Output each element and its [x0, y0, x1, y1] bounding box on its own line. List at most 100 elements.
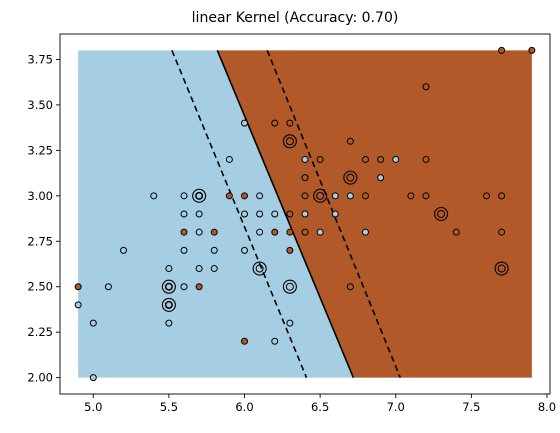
- data-point: [180, 210, 188, 218]
- decision-regions: [78, 50, 532, 378]
- data-point: [498, 228, 506, 236]
- support-vector-ring: [494, 261, 509, 276]
- margin-line-0: [171, 50, 308, 378]
- data-point: [498, 46, 506, 54]
- data-point: [74, 283, 82, 291]
- data-point: [452, 228, 460, 236]
- data-point: [422, 83, 430, 91]
- data-point: [316, 228, 324, 236]
- data-point: [241, 192, 249, 200]
- data-point: [210, 265, 218, 273]
- data-point: [104, 283, 112, 291]
- data-point: [256, 228, 264, 236]
- support-vector-point: [285, 137, 294, 146]
- data-point: [316, 155, 324, 163]
- data-point: [165, 265, 173, 273]
- decision-boundary-line: [216, 50, 355, 378]
- data-point: [241, 210, 249, 218]
- data-point: [210, 228, 218, 236]
- data-point: [165, 301, 173, 309]
- support-vector-point: [285, 282, 294, 291]
- data-point: [331, 210, 339, 218]
- data-point: [271, 228, 279, 236]
- y-tick-label: 3.00: [27, 189, 53, 203]
- data-point: [241, 119, 249, 127]
- data-point: [377, 155, 385, 163]
- data-point: [195, 265, 203, 273]
- support-vector-point: [346, 173, 355, 182]
- support-vector-ring: [252, 261, 267, 276]
- data-point: [271, 119, 279, 127]
- data-point: [286, 246, 294, 254]
- region-class-0: [78, 50, 354, 378]
- support-vector-point: [255, 264, 264, 273]
- y-tick-label: 3.75: [27, 52, 53, 66]
- y-tick-label: 2.00: [27, 371, 53, 385]
- data-point: [392, 155, 400, 163]
- support-vector-point: [316, 191, 325, 200]
- region-class-1: [217, 50, 532, 378]
- y-tick-label: 2.50: [27, 280, 53, 294]
- support-vector-ring: [282, 279, 297, 294]
- data-point: [195, 210, 203, 218]
- support-vector-ring: [343, 170, 358, 185]
- data-point: [180, 283, 188, 291]
- support-vector-ring: [282, 134, 297, 149]
- data-point: [180, 192, 188, 200]
- data-point: [180, 228, 188, 236]
- plot-frame: [59, 33, 551, 395]
- x-tick-label: 6.5: [311, 400, 329, 414]
- data-points: [74, 46, 536, 382]
- data-point: [361, 192, 369, 200]
- data-point: [361, 155, 369, 163]
- data-point: [301, 192, 309, 200]
- data-point: [346, 192, 354, 200]
- x-tick-label: 8.0: [538, 400, 556, 414]
- data-point: [256, 210, 264, 218]
- data-point: [422, 155, 430, 163]
- data-point: [301, 228, 309, 236]
- support-vector-point: [164, 282, 173, 291]
- x-tick-label: 5.5: [160, 400, 178, 414]
- data-point: [407, 192, 415, 200]
- data-point: [271, 210, 279, 218]
- data-point: [195, 192, 203, 200]
- y-axis: 2.00 2.25 2.50 2.75 3.00 3.25 3.50 3.75: [27, 52, 60, 385]
- data-point: [195, 283, 203, 291]
- y-tick-label: 3.50: [27, 98, 53, 112]
- data-point: [225, 192, 233, 200]
- data-point: [498, 192, 506, 200]
- data-point: [225, 155, 233, 163]
- data-point: [361, 228, 369, 236]
- data-point: [286, 228, 294, 236]
- support-vectors: [161, 134, 509, 312]
- chart-title: linear Kernel (Accuracy: 0.70): [192, 10, 399, 26]
- data-point: [301, 210, 309, 218]
- data-point: [271, 337, 279, 345]
- support-vector-ring: [161, 297, 176, 312]
- data-point: [331, 192, 339, 200]
- data-point: [301, 155, 309, 163]
- data-point: [286, 210, 294, 218]
- data-point: [286, 119, 294, 127]
- support-vector-ring: [161, 279, 176, 294]
- support-vector-ring: [434, 206, 449, 222]
- y-tick-label: 3.25: [27, 143, 53, 157]
- support-vector-ring: [313, 188, 328, 203]
- x-tick-label: 6.0: [235, 400, 253, 414]
- support-vector-point: [164, 300, 173, 309]
- data-point: [241, 337, 249, 345]
- data-point: [165, 283, 173, 291]
- data-point: [210, 246, 218, 254]
- x-tick-label: 5.0: [84, 400, 102, 414]
- data-point: [422, 192, 430, 200]
- y-tick-label: 2.25: [27, 325, 53, 339]
- data-point: [165, 319, 173, 327]
- margin-line-1: [266, 50, 402, 378]
- x-tick-label: 7.0: [387, 400, 405, 414]
- data-point: [286, 319, 294, 327]
- y-tick-label: 2.75: [27, 234, 53, 248]
- decision-lines: [171, 50, 402, 378]
- data-point: [89, 374, 97, 382]
